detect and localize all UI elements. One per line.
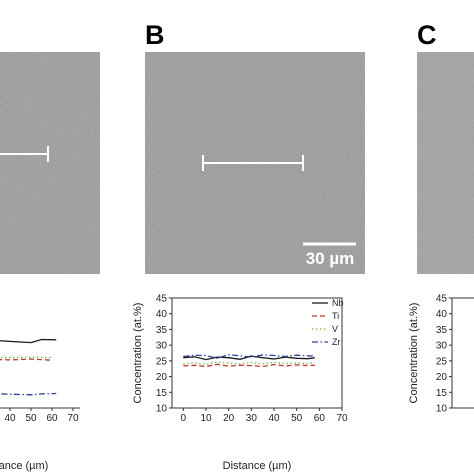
x-tick-label: 30 bbox=[246, 413, 258, 424]
x-axis-title: Distance (µm) bbox=[223, 460, 292, 472]
y-tick-label: 10 bbox=[436, 404, 448, 415]
series-group bbox=[0, 338, 57, 396]
y-tick-label: 40 bbox=[436, 309, 448, 320]
y-tick-label: 25 bbox=[436, 356, 448, 367]
y-tick-label: 35 bbox=[156, 325, 168, 336]
legend-entry-nb: Nb bbox=[312, 298, 344, 308]
legend-label: Zr bbox=[332, 337, 341, 347]
y-tick-label: 20 bbox=[156, 372, 168, 383]
micrograph-c bbox=[417, 52, 474, 274]
y-tick-label: 15 bbox=[156, 388, 168, 399]
x-tick-label: 0 bbox=[181, 413, 187, 424]
legend-label: Ti bbox=[332, 311, 339, 321]
plot-frame bbox=[171, 297, 343, 409]
series-line-v bbox=[183, 361, 315, 365]
y-tick-label: 30 bbox=[436, 341, 448, 352]
x-ticks: 0 10 20 30 40 50 60 70 bbox=[181, 408, 348, 424]
x-tick-label: 40 bbox=[4, 413, 16, 424]
series-line-nb bbox=[0, 338, 57, 344]
y-tick-label: 10 bbox=[156, 404, 168, 415]
y-tick-label: 45 bbox=[156, 294, 168, 305]
x-tick-label: 70 bbox=[67, 413, 79, 424]
x-axis-title: Distance (µm) bbox=[0, 460, 48, 472]
series-line-ti bbox=[0, 358, 53, 361]
y-tick-label: 25 bbox=[156, 356, 168, 367]
x-tick-label: 10 bbox=[200, 413, 212, 424]
x-tick-label: 20 bbox=[223, 413, 235, 424]
x-tick-label: 60 bbox=[314, 413, 326, 424]
legend-entry-v: V bbox=[312, 324, 338, 334]
legend: Nb Ti V Zr bbox=[312, 298, 344, 347]
series-group bbox=[183, 353, 315, 368]
legend-label: V bbox=[332, 324, 338, 334]
line-scan-marker-a bbox=[0, 146, 49, 162]
y-tick-label: 15 bbox=[436, 388, 448, 399]
y-tick-label: 35 bbox=[436, 325, 448, 336]
series-line-zr bbox=[183, 353, 315, 359]
x-tick-label: 50 bbox=[25, 413, 37, 424]
chart-a: 40 50 60 70 Distance (µm) bbox=[0, 338, 80, 472]
line-scan-marker-b bbox=[202, 155, 304, 171]
x-tick-label: 40 bbox=[268, 413, 280, 424]
y-tick-label: 40 bbox=[156, 309, 168, 320]
x-ticks: 40 50 60 70 bbox=[4, 408, 79, 424]
y-tick-label: 30 bbox=[156, 341, 168, 352]
x-tick-label: 60 bbox=[46, 413, 58, 424]
x-tick-label: 70 bbox=[336, 413, 348, 424]
y-tick-label: 45 bbox=[436, 294, 448, 305]
legend-entry-ti: Ti bbox=[312, 311, 339, 321]
series-line-ti bbox=[183, 363, 315, 368]
micrograph-a bbox=[0, 52, 100, 274]
series-line-zr bbox=[0, 392, 57, 396]
panel-letter-c: C bbox=[417, 20, 437, 50]
panel-letter-b: B bbox=[145, 20, 165, 50]
legend-entry-zr: Zr bbox=[312, 337, 341, 347]
series-line-v bbox=[0, 356, 53, 359]
y-ticks: 10 15 20 25 30 35 40 45 bbox=[436, 294, 452, 415]
scale-bar-label: 30 µm bbox=[306, 249, 355, 268]
y-ticks: 10 15 20 25 30 35 40 45 bbox=[156, 294, 172, 415]
y-axis-title: Concentration (at.%) bbox=[408, 303, 420, 404]
x-tick-label: 50 bbox=[291, 413, 303, 424]
legend-label: Nb bbox=[332, 298, 344, 308]
y-axis-title: Concentration (at.%) bbox=[132, 303, 144, 404]
series-line-nb bbox=[183, 355, 315, 361]
y-tick-label: 20 bbox=[436, 372, 448, 383]
micrograph-b: 30 µm bbox=[145, 52, 365, 274]
chart-b: 10 15 20 25 30 35 40 45 0 10 20 30 40 50 60 70 Nb Ti V Zr… bbox=[132, 294, 348, 473]
